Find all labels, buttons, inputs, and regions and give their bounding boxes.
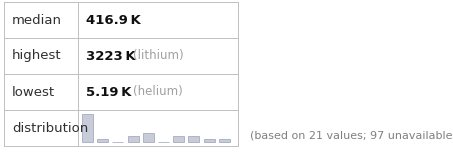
Bar	[97, 139, 108, 142]
Bar	[203, 139, 215, 142]
Bar	[82, 114, 93, 142]
Text: 3223 K: 3223 K	[86, 50, 135, 63]
Text: (lithium): (lithium)	[133, 50, 184, 63]
Bar	[188, 136, 199, 142]
Text: lowest: lowest	[12, 86, 55, 98]
Bar	[143, 133, 154, 142]
Bar	[219, 139, 230, 142]
Bar	[128, 136, 139, 142]
Text: highest: highest	[12, 50, 62, 63]
Text: 5.19 K: 5.19 K	[86, 86, 131, 98]
Bar	[173, 136, 184, 142]
Text: (helium): (helium)	[133, 86, 183, 98]
Text: 416.9 K: 416.9 K	[86, 13, 141, 27]
Text: distribution: distribution	[12, 122, 88, 134]
Text: (based on 21 values; 97 unavailable): (based on 21 values; 97 unavailable)	[250, 131, 453, 141]
Text: median: median	[12, 13, 62, 27]
